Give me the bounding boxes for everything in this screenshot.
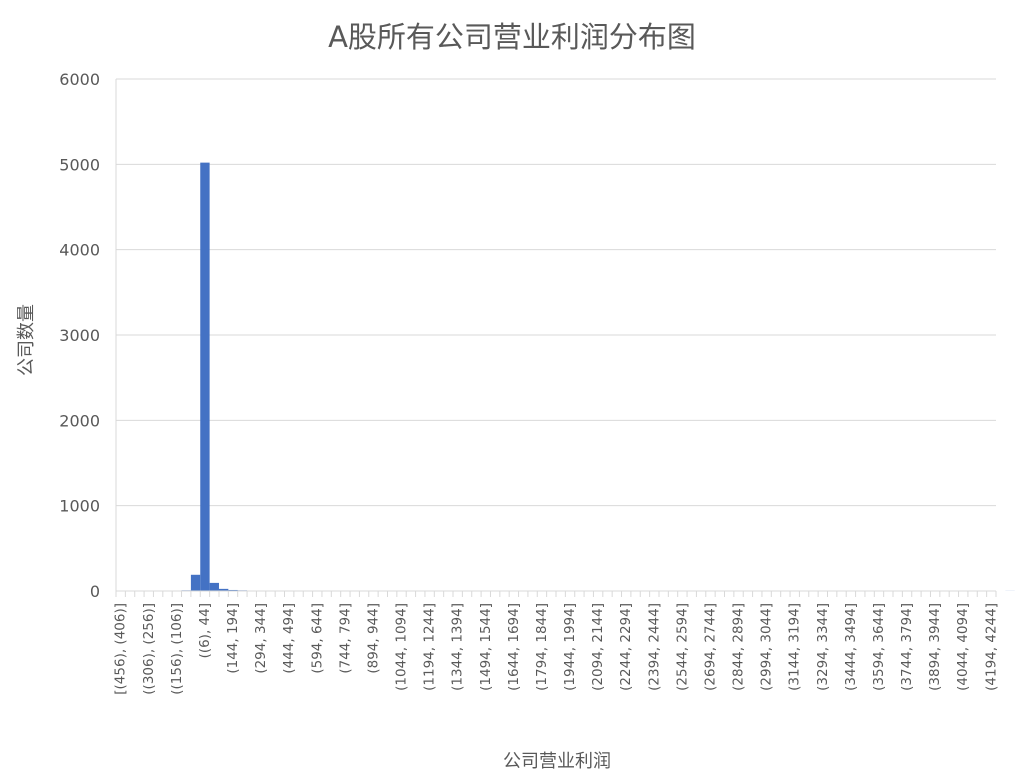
x-tick-label: [(456), (406)] (113, 603, 129, 695)
x-tick-label: (3894, 3944] (927, 603, 943, 691)
x-tick-label: (3294, 3344] (815, 603, 831, 691)
histogram-bar (228, 589, 238, 591)
y-tick-label: 1000 (59, 497, 100, 516)
y-axis-title: 公司数量 (16, 304, 37, 376)
y-tick-label: 6000 (59, 70, 100, 89)
x-tick-label: (2844, 2894] (731, 603, 747, 691)
x-tick-label: (4044, 4094] (955, 603, 971, 691)
x-tick-label: (2994, 3044] (759, 603, 775, 691)
y-tick-label: 3000 (59, 326, 100, 345)
y-axis-ticks: 0 1000 2000 3000 4000 5000 6000 (59, 70, 100, 601)
histogram-bar (209, 582, 219, 591)
x-tick-label: (1494, 1544] (478, 603, 494, 691)
x-tick-label: (744, 794] (337, 603, 353, 674)
histogram-bar (190, 574, 201, 591)
x-tick-label: (2694, 2744] (702, 603, 718, 691)
x-tick-label: (1944, 1994] (562, 603, 578, 691)
x-tick-label: (1194, 1244] (422, 603, 438, 691)
x-tick-label: (594, 644] (309, 603, 325, 674)
x-tick-label: ((156), (106)] (169, 603, 185, 695)
y-tick-label: 2000 (59, 411, 100, 430)
x-tick-label: (1794, 1844] (534, 603, 550, 691)
x-tick-label: (4194, 4244] (983, 603, 999, 691)
axes (115, 79, 997, 597)
x-tick-label: (294, 344] (253, 603, 269, 674)
x-tick-label: (2244, 2294] (618, 603, 634, 691)
chart-title: A股所有公司营业利润分布图 (328, 20, 696, 54)
x-tick-label: ((6), 44] (197, 603, 213, 658)
y-tick-label: 0 (90, 582, 100, 601)
y-tick-label: 5000 (59, 155, 100, 174)
x-tick-label: ((306), (256)] (141, 603, 157, 695)
x-axis-title: 公司营业利润 (503, 751, 611, 772)
x-tick-label: (3144, 3194] (787, 603, 803, 691)
x-tick-label: (444, 494] (281, 603, 297, 674)
x-tick-label: (2394, 2444] (646, 603, 662, 691)
x-tick-label: (2094, 2144] (590, 603, 606, 691)
x-axis-ticks: [(456), (406)] ((306), (256)] ((156), (106… (113, 603, 1000, 695)
gridlines (116, 78, 996, 507)
x-tick-label: (3444, 3494] (843, 603, 859, 691)
histogram-bar (218, 588, 229, 591)
bars (116, 162, 1015, 592)
x-tick-label: (3744, 3794] (899, 603, 915, 691)
x-tick-label: (1044, 1094] (394, 603, 410, 691)
x-tick-label: (1644, 1694] (506, 603, 522, 691)
histogram-bar (200, 162, 210, 592)
x-tick-label: (1344, 1394] (450, 603, 466, 691)
x-tick-label: (3594, 3644] (871, 603, 887, 691)
x-tick-label: (2544, 2594] (674, 603, 690, 691)
y-tick-label: 4000 (59, 241, 100, 260)
x-tick-label: (894, 944] (365, 603, 381, 674)
x-tick-label: (144, 194] (225, 603, 241, 674)
